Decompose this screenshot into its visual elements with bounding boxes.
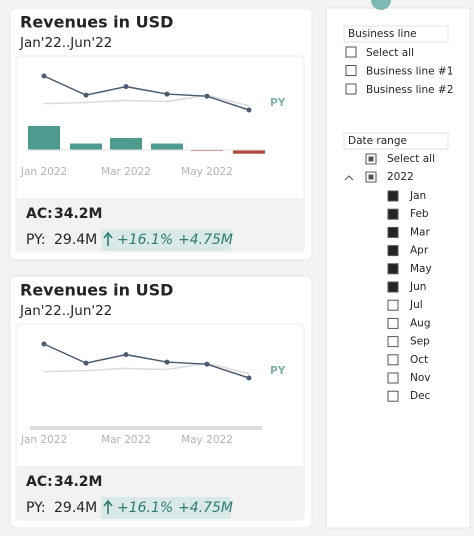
line-point <box>164 91 170 97</box>
slicer-title: Date range <box>348 135 407 147</box>
checkbox[interactable] <box>387 245 399 257</box>
py-value: 29.4M <box>54 232 97 248</box>
checkbox[interactable] <box>387 336 399 348</box>
x-tick-label: May 2022 <box>181 434 233 446</box>
card-subtitle: Jan'22..Jun'22 <box>19 303 112 319</box>
variance-bar <box>110 138 142 150</box>
slicer-item[interactable]: May <box>410 263 432 275</box>
slicer-item[interactable]: Oct <box>410 354 428 366</box>
line-point <box>123 84 129 90</box>
delta-box <box>101 497 231 519</box>
py-value: 29.4M <box>54 500 97 516</box>
collapse-chevron[interactable] <box>344 175 354 181</box>
slicer-item[interactable]: Nov <box>410 372 431 384</box>
variance-bar <box>233 150 265 154</box>
x-tick-label: May 2022 <box>181 166 233 178</box>
card-title: Revenues in USD <box>20 13 173 32</box>
slicer-item[interactable]: Dec <box>410 390 431 402</box>
slicer-title: Business line <box>348 28 417 40</box>
delta-box <box>101 229 231 251</box>
checkbox[interactable] <box>387 299 399 311</box>
py-label: PY: <box>26 232 46 248</box>
ac-label: AC: <box>26 474 53 490</box>
checkbox[interactable] <box>387 208 399 220</box>
card-title: Revenues in USD <box>20 281 173 300</box>
cursor <box>371 0 391 10</box>
checkbox[interactable] <box>387 226 399 238</box>
x-tick-label: Mar 2022 <box>101 434 151 446</box>
ac-label: AC: <box>26 206 53 222</box>
checkbox[interactable] <box>387 190 399 202</box>
slicer-item[interactable]: Jun <box>409 281 426 293</box>
ac-value: 34.2M <box>54 474 102 490</box>
checkbox[interactable] <box>387 390 399 402</box>
line <box>43 362 250 375</box>
line-point <box>41 341 47 347</box>
up-arrow <box>103 499 113 514</box>
checkbox[interactable] <box>387 372 399 384</box>
ac-value: 34.2M <box>54 206 102 222</box>
delta-abs: +4.75M <box>178 500 233 516</box>
delta-pct: +16.1% <box>117 500 173 516</box>
checkbox[interactable] <box>387 263 399 275</box>
x-tick-label: Mar 2022 <box>101 166 151 178</box>
checkbox-partial <box>368 174 374 180</box>
checkbox[interactable] <box>345 65 357 76</box>
checkbox[interactable] <box>345 46 357 58</box>
checkbox[interactable] <box>345 83 357 95</box>
slicer-item[interactable]: Sep <box>410 336 430 348</box>
delta-abs: +4.75M <box>178 232 233 248</box>
slicer-item[interactable]: Business line #2 <box>366 84 453 96</box>
variance-bar <box>151 143 183 150</box>
slicer-item[interactable]: Apr <box>410 245 429 257</box>
line-point <box>164 359 170 365</box>
checkbox[interactable] <box>387 354 399 366</box>
line <box>43 343 250 379</box>
slicer-item[interactable]: Aug <box>410 317 431 329</box>
line-point <box>204 93 210 99</box>
line-point <box>41 73 47 79</box>
line-point <box>123 352 129 358</box>
line-point <box>246 375 252 381</box>
line-point <box>204 361 210 367</box>
series-label: PY <box>270 365 286 377</box>
checkbox-partial <box>368 156 374 162</box>
line-point <box>83 360 89 366</box>
delta-pct: +16.1% <box>117 232 173 248</box>
slicer-item[interactable]: Jul <box>409 299 423 311</box>
slicer-item[interactable]: Business line #1 <box>366 66 453 78</box>
slicer-header <box>343 132 449 150</box>
slicer-item[interactable]: Select all <box>387 153 435 165</box>
py-label: PY: <box>26 500 46 516</box>
line <box>43 75 250 111</box>
slicer-item[interactable]: 2022 <box>387 171 414 183</box>
slicer-item[interactable]: Jan <box>409 190 426 202</box>
line <box>43 94 250 107</box>
series-label: PY <box>270 97 286 109</box>
x-tick-label: Jan 2022 <box>20 434 67 446</box>
line-point <box>246 107 252 113</box>
slicer-header <box>343 25 449 43</box>
checkbox[interactable] <box>387 281 399 293</box>
checkbox[interactable] <box>387 317 399 329</box>
variance-bar <box>70 143 102 150</box>
card-subtitle: Jan'22..Jun'22 <box>19 35 112 51</box>
x-tick-label: Jan 2022 <box>20 166 67 178</box>
up-arrow <box>103 231 113 246</box>
slicer-item[interactable]: Feb <box>410 208 429 220</box>
line-point <box>83 92 89 98</box>
variance-bar <box>28 126 60 150</box>
slicer-item[interactable]: Select all <box>366 47 414 59</box>
slicer-item[interactable]: Mar <box>410 226 430 238</box>
